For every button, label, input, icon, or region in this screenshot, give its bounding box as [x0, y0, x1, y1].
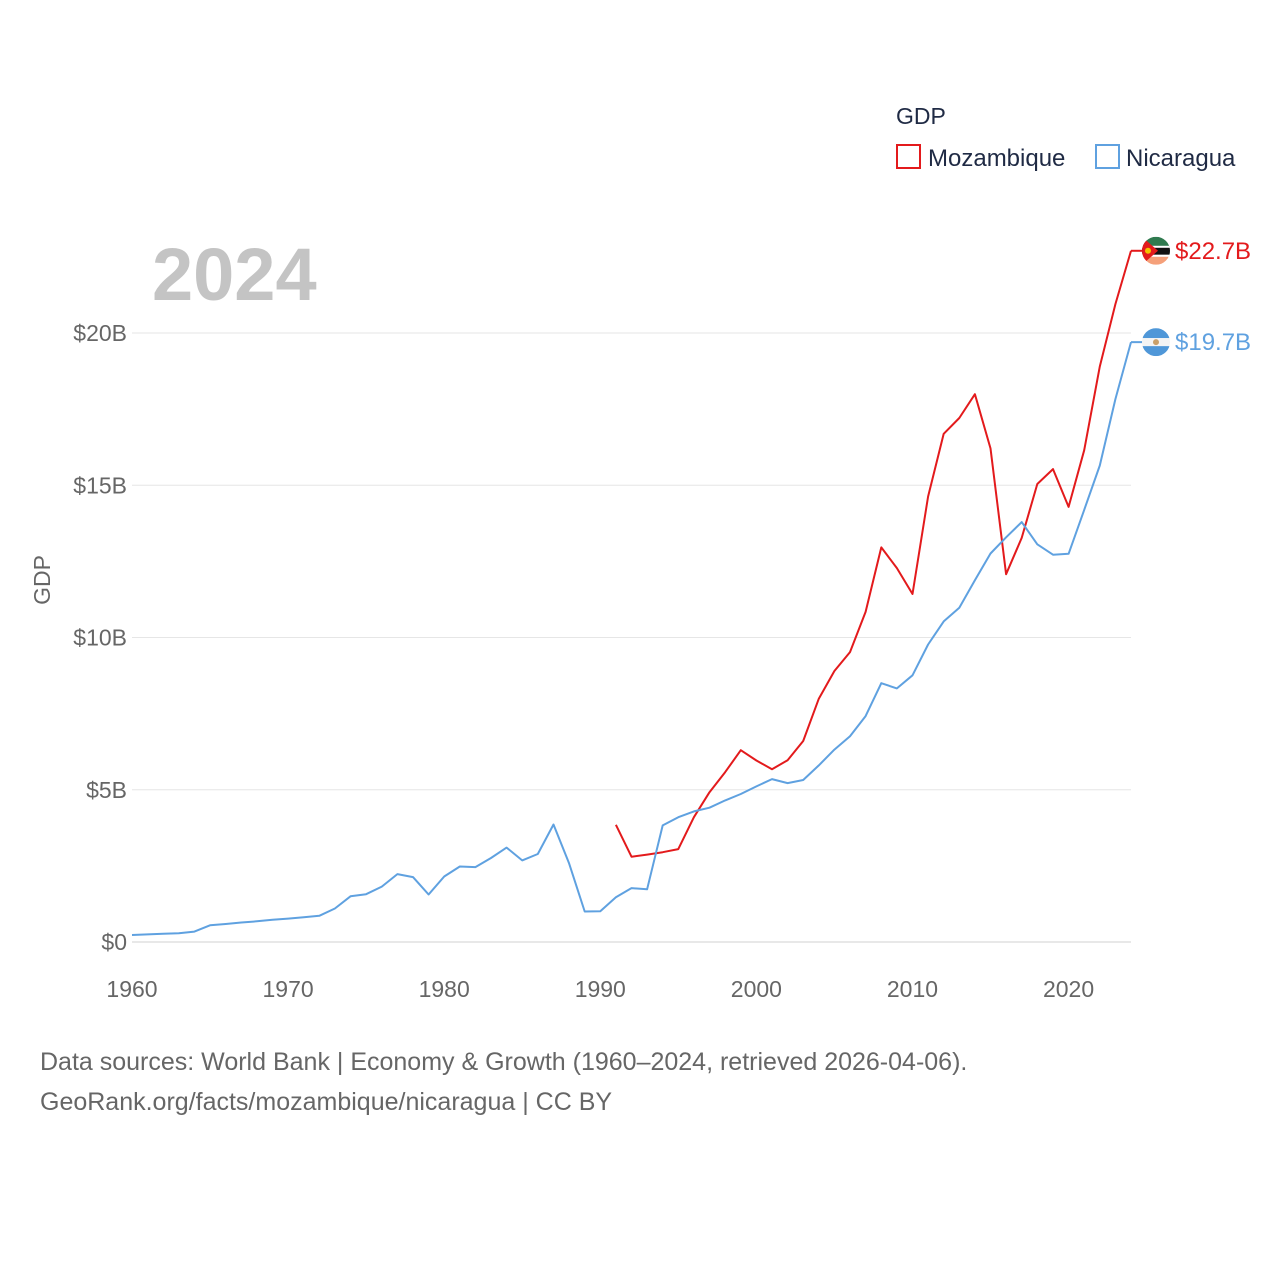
y-tick-label: $5B — [86, 777, 127, 803]
legend-label-mozambique: Mozambique — [928, 145, 1065, 172]
y-tick-label: $0 — [101, 929, 127, 955]
legend: GDP Mozambique Nicaragua — [896, 103, 1236, 172]
y-tick-label: $10B — [73, 625, 127, 651]
series-line-mozambique — [615, 250, 1132, 858]
x-tick-label: 1960 — [106, 976, 157, 1002]
footer-sources: Data sources: World Bank | Economy & Gro… — [40, 1048, 968, 1076]
series-end-label-mozambique: $22.7B — [1175, 238, 1251, 265]
legend-item-nicaragua[interactable]: Nicaragua — [1095, 144, 1236, 172]
legend-item-mozambique[interactable]: Mozambique — [896, 144, 1065, 172]
legend-swatch-nicaragua — [1095, 144, 1120, 169]
axis-layer: $0 $5B $10B $15B $20B 1960 1970 1980 1990 2000 201… — [73, 320, 1094, 1002]
y-tick-label: $15B — [73, 472, 127, 498]
x-tick-label: 1980 — [419, 976, 470, 1002]
y-axis-title: GDP — [29, 555, 55, 605]
legend-swatch-mozambique — [896, 144, 921, 169]
x-tick-label: 1990 — [575, 976, 626, 1002]
grid-layer — [132, 332, 1131, 943]
series-line-nicaragua — [131, 341, 1132, 936]
nicaragua-flag-icon — [1142, 328, 1170, 357]
x-tick-label: 2020 — [1043, 976, 1094, 1002]
legend-label-nicaragua: Nicaragua — [1126, 145, 1236, 172]
x-tick-label: 2000 — [731, 976, 782, 1002]
series-end-label-nicaragua: $19.7B — [1175, 329, 1251, 356]
year-watermark: 2024 — [152, 233, 317, 316]
x-tick-label: 1970 — [263, 976, 314, 1002]
series-layer: $22.7B $19.7B — [131, 236, 1251, 936]
legend-title: GDP — [896, 103, 946, 129]
footer-attribution: GeoRank.org/facts/mozambique/nicaragua |… — [40, 1088, 613, 1116]
footer: Data sources: World Bank | Economy & Gro… — [40, 1042, 967, 1122]
x-tick-label: 2010 — [887, 976, 938, 1002]
mozambique-flag-icon — [1142, 236, 1170, 265]
y-tick-label: $20B — [73, 320, 127, 346]
